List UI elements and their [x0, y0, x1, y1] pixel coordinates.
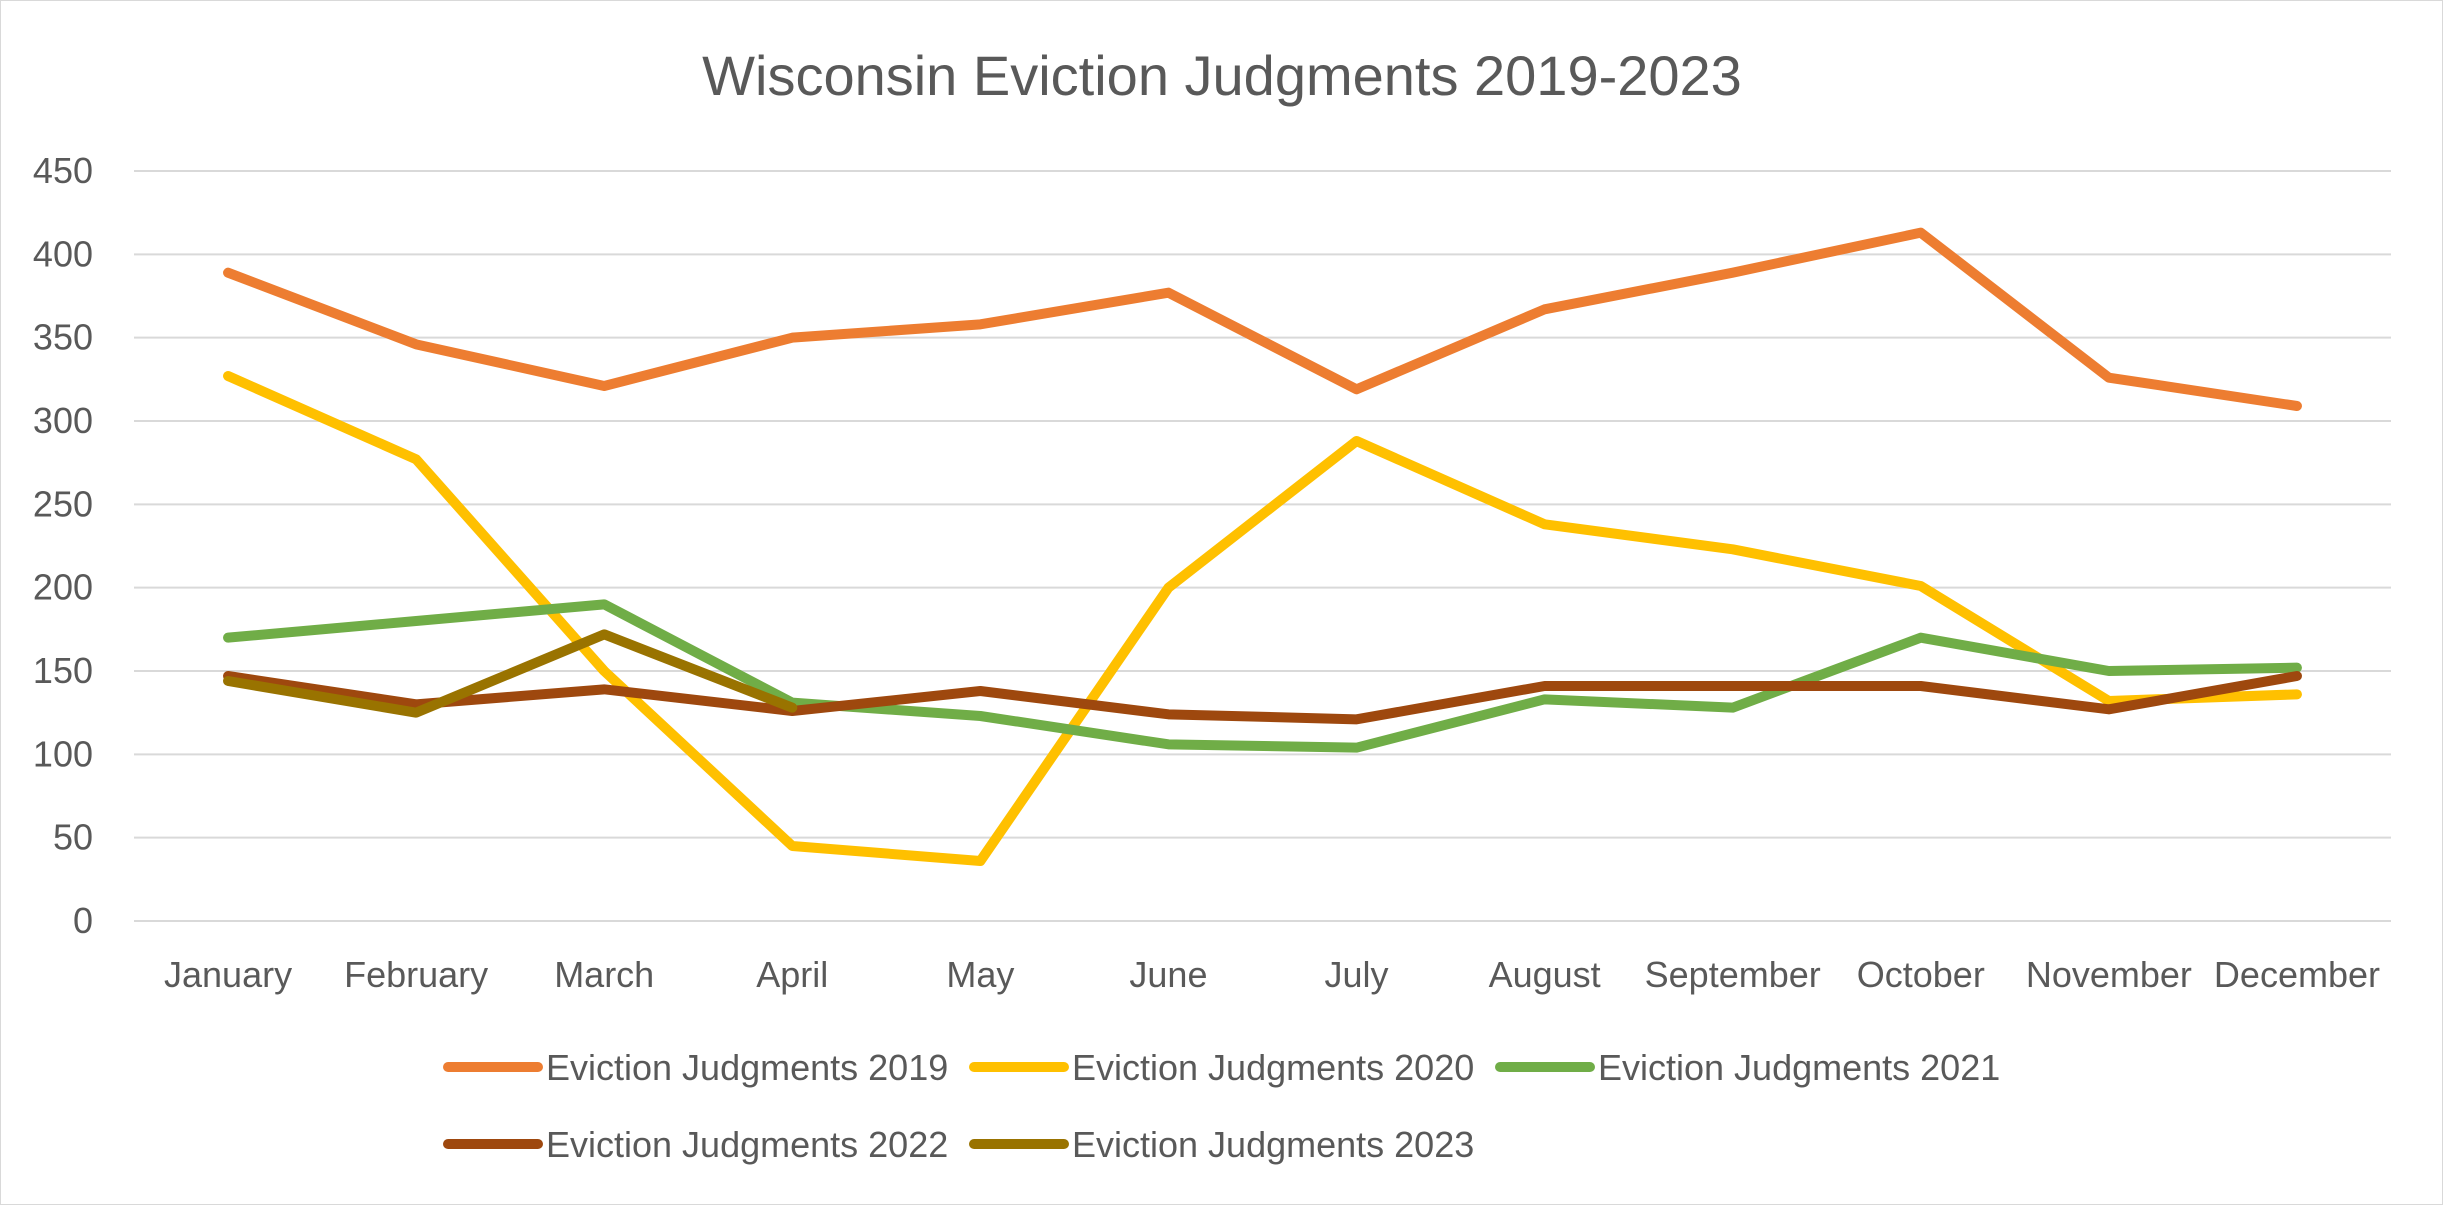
series-line-2 [223, 371, 2302, 866]
x-tick-label: June [1129, 954, 1207, 995]
y-tick-label: 150 [33, 650, 93, 691]
x-tick-label: January [164, 954, 292, 995]
legend-label: Eviction Judgments 2022 [546, 1124, 948, 1165]
y-tick-label: 450 [33, 150, 93, 191]
legend: Eviction Judgments 2019 Eviction Judgment… [443, 1047, 2000, 1165]
chart-title: Wisconsin Eviction Judgments 2019-2023 [702, 44, 1742, 107]
x-tick-label: August [1489, 954, 1601, 995]
legend-label: Eviction Judgments 2019 [546, 1047, 948, 1088]
x-tick-label: April [756, 954, 828, 995]
y-tick-label: 0 [73, 900, 93, 941]
x-tick-label: December [2214, 954, 2380, 995]
y-axis-ticks: 0 50 100 150 200 250 300 350 400 450 [33, 150, 93, 941]
x-tick-label: March [554, 954, 654, 995]
legend-label: Eviction Judgments 2020 [1072, 1047, 1474, 1088]
gridlines [134, 170, 2391, 922]
y-tick-label: 50 [53, 817, 93, 858]
x-tick-label: February [344, 954, 488, 995]
legend-label: Eviction Judgments 2021 [1598, 1047, 2000, 1088]
y-tick-label: 100 [33, 733, 93, 774]
x-axis-ticks: January February March April May June July Augu… [164, 954, 2380, 995]
legend-item: Eviction Judgments 2021 [1495, 1047, 2000, 1088]
series-line-4 [223, 671, 2302, 725]
legend-item: Eviction Judgments 2020 [969, 1047, 1474, 1088]
x-tick-label: November [2026, 954, 2192, 995]
series-line-1 [223, 227, 2302, 411]
legend-item: Eviction Judgments 2019 [443, 1047, 948, 1088]
legend-item: Eviction Judgments 2023 [969, 1124, 1474, 1165]
x-tick-label: September [1645, 954, 1821, 995]
y-tick-label: 300 [33, 400, 93, 441]
legend-label: Eviction Judgments 2023 [1072, 1124, 1474, 1165]
legend-item: Eviction Judgments 2022 [443, 1124, 948, 1165]
series-lines [223, 227, 2302, 866]
series-line-3 [223, 599, 2302, 753]
y-tick-label: 200 [33, 567, 93, 608]
x-tick-label: October [1857, 954, 1985, 995]
y-tick-label: 400 [33, 233, 93, 274]
series-line-5 [223, 629, 798, 718]
y-tick-label: 250 [33, 483, 93, 524]
x-tick-label: May [946, 954, 1014, 995]
x-tick-label: July [1325, 954, 1389, 995]
y-tick-label: 350 [33, 317, 93, 358]
